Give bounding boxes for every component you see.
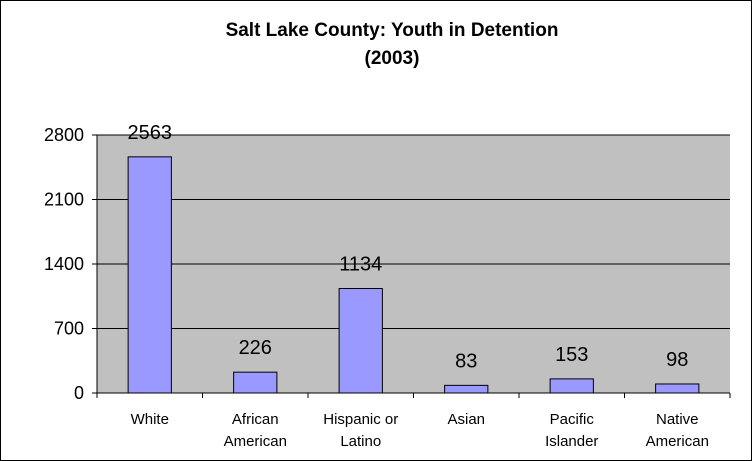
chart-title-line-2: (2003) (365, 48, 420, 69)
chart-title-line-1: Salt Lake County: Youth in Detention (226, 20, 559, 41)
bar (127, 156, 172, 394)
category-label: Pacific (550, 411, 595, 428)
data-label: 1134 (339, 254, 382, 276)
category-label: Native (656, 411, 699, 428)
data-label: 83 (455, 350, 477, 372)
bar (338, 288, 383, 394)
category-label: American (646, 433, 709, 450)
category-label: Asian (447, 411, 485, 428)
data-label: 153 (555, 344, 588, 366)
bar (549, 378, 594, 394)
bar (233, 371, 278, 394)
category-label: Islander (545, 433, 598, 450)
category-label: Latino (340, 433, 381, 450)
y-tick-label: 2100 (44, 190, 84, 210)
bar (444, 384, 489, 394)
bar (655, 383, 700, 394)
category-label: White (131, 411, 169, 428)
category-label: Hispanic or (323, 411, 398, 428)
y-tick-label: 700 (54, 319, 84, 339)
y-tick-label: 1400 (44, 254, 84, 274)
data-label: 98 (666, 349, 688, 371)
category-label: African (232, 411, 279, 428)
data-label: 2563 (128, 122, 173, 144)
y-tick-label: 0 (74, 383, 84, 403)
data-label: 226 (239, 337, 272, 359)
category-label: American (224, 433, 287, 450)
y-tick-label: 2800 (44, 125, 84, 145)
